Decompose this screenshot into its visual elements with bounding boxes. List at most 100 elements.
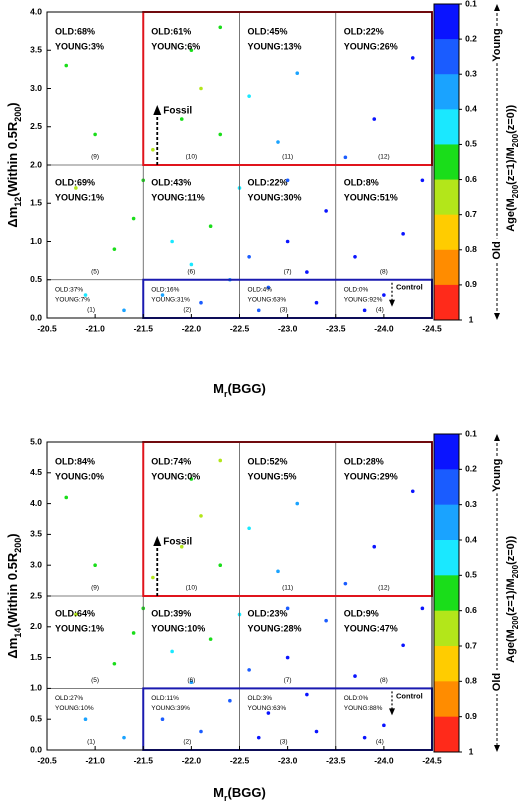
old-label: Old xyxy=(491,241,503,259)
point xyxy=(112,247,117,251)
point xyxy=(189,48,194,53)
x-tick-label: -24.5 xyxy=(422,323,442,333)
cell-old: OLD:64% xyxy=(55,608,95,618)
y-tick-label: 4.5 xyxy=(30,467,42,477)
label-part: ) xyxy=(5,102,20,106)
x-tick-label: -23.5 xyxy=(326,323,346,333)
y-tick-label: 1.5 xyxy=(30,198,42,208)
label-sub: 200 xyxy=(13,107,23,122)
arrow-head xyxy=(389,708,395,716)
point xyxy=(362,735,367,740)
cell-old: OLD:22% xyxy=(344,26,384,36)
point xyxy=(353,674,357,678)
x-tick-label: -20.5 xyxy=(37,755,57,765)
cell-young: YOUNG:51% xyxy=(344,192,398,202)
label-sub: 200 xyxy=(511,615,520,629)
label-part: (z=1)/M xyxy=(505,578,517,616)
colorbar-band xyxy=(434,249,459,286)
label-part: (Within 0.5R xyxy=(5,121,20,197)
point xyxy=(218,25,223,30)
y-tick-label: 2.5 xyxy=(30,590,42,600)
point xyxy=(362,308,367,313)
y-tick-label: 5.0 xyxy=(30,436,42,446)
point xyxy=(382,293,386,297)
label-part: M xyxy=(213,785,224,800)
cell-number: (1) xyxy=(87,307,95,314)
point xyxy=(266,711,271,715)
x-tick-label: -22.5 xyxy=(230,323,250,333)
cell-young: YOUNG:31% xyxy=(151,296,190,303)
colorbar-tick-label: 1 xyxy=(469,314,474,324)
cell-number: (6) xyxy=(187,677,195,684)
old-label: Old xyxy=(491,673,503,691)
point xyxy=(343,155,348,160)
colorbar-band xyxy=(434,214,459,251)
cell-old: OLD:69% xyxy=(55,177,95,187)
cell-young: YOUNG:6% xyxy=(151,41,200,51)
point xyxy=(314,300,319,305)
point xyxy=(420,178,425,183)
label-part: Age(M xyxy=(505,198,517,232)
y-tick-label: 4.0 xyxy=(30,498,42,508)
colorbar-band xyxy=(434,681,459,718)
y-tick-label: 1.0 xyxy=(30,683,42,693)
colorbar-tick-label: 1 xyxy=(469,746,474,756)
x-tick-label: -21.0 xyxy=(85,323,105,333)
cell-young: YOUNG:39% xyxy=(151,705,190,712)
point xyxy=(151,147,155,152)
colorbar-band xyxy=(434,284,459,321)
label-part: Δm xyxy=(5,207,20,228)
point xyxy=(74,186,78,190)
colorbar-frame xyxy=(433,3,460,321)
label-part: M xyxy=(213,381,224,396)
colorbar-tick-label: 0.3 xyxy=(465,499,477,509)
cell-number: (8) xyxy=(380,268,388,275)
cell-number: (1) xyxy=(87,739,95,746)
cell-old: OLD:43% xyxy=(151,177,191,187)
cell-number: (8) xyxy=(380,677,388,684)
point xyxy=(285,178,290,183)
x-tick-label: -23.0 xyxy=(278,323,298,333)
colorbar-tick-label: 0.1 xyxy=(465,428,477,438)
point xyxy=(276,140,280,144)
point xyxy=(401,232,405,236)
cell-old: OLD:74% xyxy=(151,456,191,466)
cell-number: (5) xyxy=(91,677,99,684)
arrow-head xyxy=(153,536,162,546)
cell-number: (7) xyxy=(284,268,292,275)
x-tick-label: -24.5 xyxy=(422,755,442,765)
cell-young: YOUNG:28% xyxy=(248,623,302,633)
cell-young: YOUNG:0% xyxy=(55,471,104,481)
young-label: Young xyxy=(491,28,503,61)
cell-young: YOUNG:63% xyxy=(248,296,287,303)
cell-old: OLD:9% xyxy=(344,608,379,618)
colorbar-tick-label: 0.4 xyxy=(465,534,477,544)
colorbar-tick-label: 0.9 xyxy=(465,279,477,289)
point xyxy=(189,477,194,481)
cell-number: (12) xyxy=(378,585,390,592)
cell-young: YOUNG:11% xyxy=(151,192,205,202)
arrow-head xyxy=(494,745,500,752)
cell-young: YOUNG:47% xyxy=(344,623,398,633)
cell-old: OLD:11% xyxy=(151,695,179,702)
colorbar-tick-label: 0.2 xyxy=(465,33,477,43)
cell-old: OLD:28% xyxy=(344,456,384,466)
point xyxy=(218,563,223,567)
y-axis-label: Δm12(Within 0.5R200) xyxy=(5,102,23,227)
colorbar-tick-label: 0.5 xyxy=(465,139,477,149)
point xyxy=(151,575,155,580)
point xyxy=(314,729,319,734)
fossil-label: Fossil xyxy=(163,106,192,117)
cell-young: YOUNG:5% xyxy=(248,471,297,481)
label-bg xyxy=(490,238,504,263)
point xyxy=(64,63,69,68)
point xyxy=(372,117,377,121)
fossil-label: Fossil xyxy=(163,537,192,548)
x-tick-label: -24.0 xyxy=(374,323,394,333)
label-sub: 14 xyxy=(13,628,23,638)
colorbar-band xyxy=(434,469,459,506)
point xyxy=(266,285,271,290)
cell-number: (4) xyxy=(376,739,384,746)
cell-number: (3) xyxy=(280,739,288,746)
point xyxy=(324,209,328,213)
